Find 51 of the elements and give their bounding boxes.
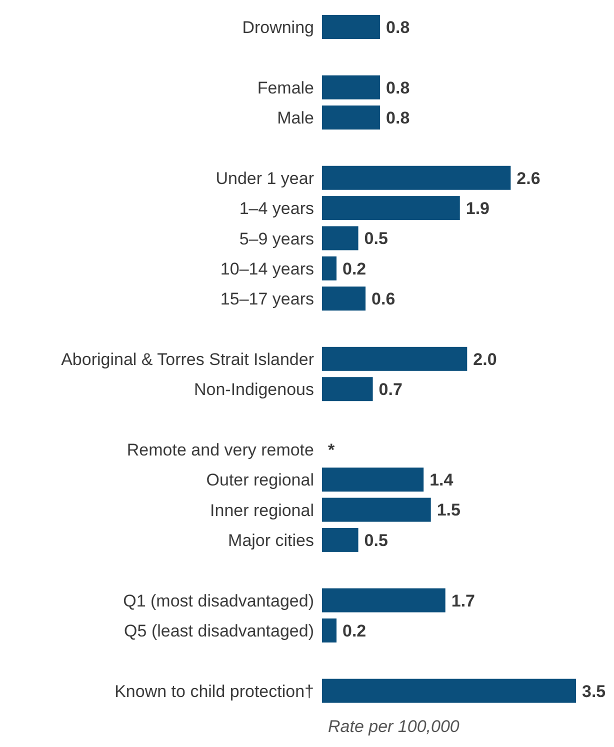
data-label: 2.6 xyxy=(516,168,540,188)
bar xyxy=(322,106,380,130)
x-axis-title: Rate per 100,000 xyxy=(328,717,460,736)
y-tick-label: Outer regional xyxy=(206,470,314,490)
data-label: 0.2 xyxy=(342,259,366,278)
text: * xyxy=(328,440,335,460)
bar xyxy=(322,346,468,371)
bar xyxy=(322,468,424,492)
y-tick-label: Male xyxy=(277,108,314,128)
bar xyxy=(322,678,576,703)
y-tick-label: Remote and very remote xyxy=(126,440,314,460)
data-label: 0.8 xyxy=(386,18,410,37)
data-label: 1.4 xyxy=(430,470,454,490)
data-label: 0.8 xyxy=(386,78,410,98)
data-label: 0.2 xyxy=(342,621,366,640)
data-label: 1.9 xyxy=(466,198,490,218)
y-tick-label: 10–14 years xyxy=(220,260,314,279)
y-tick-label: Non-Indigenous xyxy=(194,380,314,400)
y-tick-label: Inner regional xyxy=(210,500,314,520)
bar xyxy=(322,226,358,250)
y-tick-label: Known to child protection† xyxy=(114,682,314,701)
data-label: 1.5 xyxy=(436,500,460,520)
y-tick-label: Major cities xyxy=(228,531,314,550)
bar xyxy=(322,75,380,100)
bar xyxy=(322,166,511,190)
y-tick-label: 1–4 years xyxy=(239,199,314,218)
data-label: 0.5 xyxy=(364,229,388,248)
bar xyxy=(322,528,358,552)
y-tick-label: Female xyxy=(257,78,314,98)
data-label: 0.7 xyxy=(378,380,402,400)
bar xyxy=(322,498,431,522)
data-label: 1.7 xyxy=(451,591,476,610)
y-tick-label: Under 1 year xyxy=(216,168,314,188)
bar xyxy=(322,286,366,311)
y-tick-label: Aboriginal & Torres Strait Islander xyxy=(61,350,314,370)
bar xyxy=(322,377,373,402)
y-tick-label: Drowning xyxy=(242,18,314,38)
y-tick-label: 5–9 years xyxy=(239,229,314,248)
bar xyxy=(322,588,446,612)
y-tick-label: Q5 (least disadvantaged) xyxy=(124,622,314,641)
data-label: 0.5 xyxy=(364,530,388,550)
data-label: 3.5 xyxy=(582,682,606,701)
data-label: 2.0 xyxy=(473,350,497,369)
data-label: 0.6 xyxy=(372,290,396,309)
bar xyxy=(322,256,337,280)
bar xyxy=(322,15,380,39)
bar xyxy=(322,618,337,642)
y-tick-label: Q1 (most disadvantaged) xyxy=(123,591,314,610)
y-tick-label: 15–17 years xyxy=(220,290,314,309)
data-label: 0.8 xyxy=(386,108,410,128)
bar xyxy=(322,196,460,220)
